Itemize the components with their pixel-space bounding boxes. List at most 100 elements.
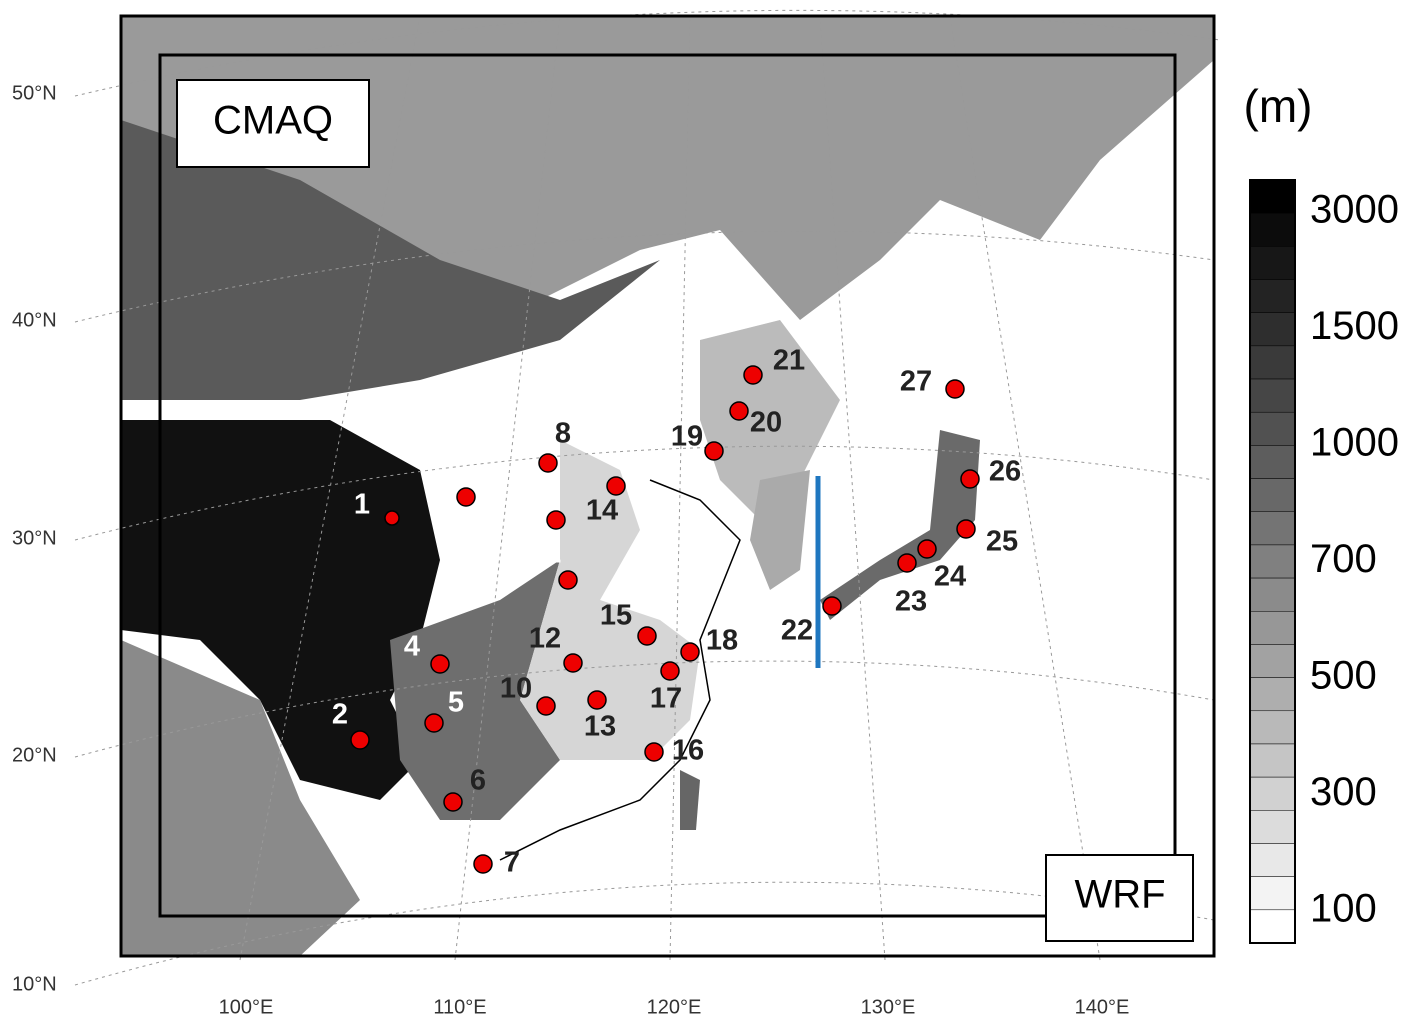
station-marker — [606, 476, 626, 496]
colorbar-tick-label: 1000 — [1310, 421, 1399, 465]
station-marker — [536, 696, 556, 716]
station-label: 13 — [584, 711, 616, 743]
station-label: 9 — [522, 495, 538, 527]
station-label: 25 — [986, 526, 1018, 558]
station-marker — [538, 453, 558, 473]
station-marker — [430, 654, 450, 674]
terrain-japan — [820, 430, 980, 620]
colorbar-segment — [1249, 544, 1296, 579]
colorbar-tick-label: 300 — [1310, 770, 1377, 814]
station-marker — [456, 487, 476, 507]
station-label: 23 — [895, 586, 927, 618]
station-label: 24 — [934, 561, 966, 593]
station-label: 8 — [555, 418, 571, 450]
lat-label: 50°N — [12, 82, 57, 104]
station-label: 22 — [781, 615, 813, 647]
station-label: 1 — [354, 489, 370, 521]
station-marker — [956, 519, 976, 539]
station-marker — [424, 713, 444, 733]
lon-label: 130°E — [861, 996, 916, 1018]
station-marker — [704, 441, 724, 461]
colorbar-segment — [1249, 743, 1296, 778]
station-marker — [729, 401, 749, 421]
graticule-line — [74, 445, 1215, 541]
colorbar-segment — [1249, 212, 1296, 247]
colorbar-tick-label: 500 — [1310, 654, 1377, 698]
station-marker — [563, 653, 583, 673]
graticule-line — [669, 15, 691, 961]
lat-label: 20°N — [12, 744, 57, 766]
lon-label: 140°E — [1075, 996, 1130, 1018]
station-marker — [443, 792, 463, 812]
colorbar-segment — [1249, 279, 1296, 313]
station-label: 3 — [432, 465, 448, 497]
cmaq-box — [176, 79, 370, 168]
colorbar-segment — [1249, 644, 1296, 678]
colorbar-segment — [1249, 611, 1296, 645]
station-label: 20 — [750, 407, 782, 439]
terrain-indochina — [121, 640, 360, 956]
station-label: 10 — [500, 673, 532, 705]
colorbar-tick-label: 100 — [1310, 887, 1377, 931]
station-label: 14 — [586, 495, 618, 527]
station-marker — [587, 690, 607, 710]
terrain-taiwan — [680, 770, 700, 830]
wrf-box — [1045, 854, 1194, 942]
station-label: 16 — [672, 735, 704, 767]
station-label: 12 — [529, 623, 561, 655]
station-label: 11 — [531, 538, 562, 570]
colorbar-segment — [1249, 577, 1296, 612]
unit-label: (m) — [1244, 80, 1313, 132]
graticule-line — [74, 230, 1215, 323]
station-marker — [558, 570, 578, 590]
station-label: 5 — [448, 687, 464, 719]
lon-label: 120°E — [647, 996, 702, 1018]
station-marker — [945, 379, 965, 399]
station-label: 18 — [706, 625, 738, 657]
graticule-line — [454, 15, 561, 961]
station-marker — [644, 742, 664, 762]
station-marker — [917, 539, 937, 559]
terrain-south — [390, 560, 560, 820]
station-marker — [384, 510, 400, 526]
lat-label: 40°N — [12, 309, 57, 331]
station-marker — [680, 642, 700, 662]
station-label: 6 — [470, 765, 486, 797]
colorbar-segment — [1249, 511, 1296, 546]
terrain-mongolia — [121, 120, 660, 400]
colorbar-segment — [1249, 478, 1296, 512]
lat-label: 30°N — [12, 527, 57, 549]
colorbar-segment — [1249, 179, 1296, 214]
cmaq-label: CMAQ — [213, 99, 333, 143]
station-label: 2 — [332, 699, 348, 731]
station-label: 4 — [404, 631, 420, 663]
colorbar-segment — [1249, 677, 1296, 712]
overlay: 50°N 40°N 30°N 20°N 10°N 100°E 110°E 120°E 130°E… — [12, 82, 1129, 1018]
colorbar-segment — [1249, 810, 1296, 844]
station-label: 27 — [900, 366, 932, 398]
colorbar-tick-label: 3000 — [1310, 188, 1399, 232]
station-marker — [473, 854, 493, 874]
terrain-korea — [750, 470, 810, 590]
colorbar-segment — [1249, 345, 1296, 380]
wrf-label: WRF — [1074, 873, 1165, 917]
colorbar-tick-label: 1500 — [1310, 304, 1399, 348]
station-marker — [350, 730, 370, 750]
colorbar-segment — [1249, 312, 1296, 347]
terrain — [121, 16, 1214, 956]
colorbar: 3000 1500 1000 700 500 300 100 — [1249, 179, 1399, 944]
cmaq-domain — [158, 53, 1177, 918]
colorbar-segment — [1249, 378, 1296, 413]
lat-label: 10°N — [12, 973, 57, 995]
coastline — [499, 479, 741, 861]
station-marker — [743, 365, 763, 385]
station-label: 15 — [600, 600, 632, 632]
colorbar-segment — [1249, 876, 1296, 911]
station-marker — [660, 661, 680, 681]
colorbar-segment — [1249, 710, 1296, 745]
lon-label: 110°E — [433, 996, 486, 1018]
lon-label: 100°E — [219, 996, 274, 1018]
station-marker — [637, 626, 657, 646]
station-label: 26 — [989, 456, 1021, 488]
